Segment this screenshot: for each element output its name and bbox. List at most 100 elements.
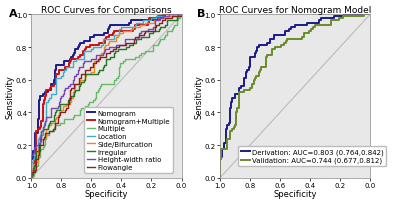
Irregular bbox=[108, 59, 112, 61]
Flowangle bbox=[104, 53, 109, 55]
Irregular bbox=[53, 112, 58, 114]
Irregular bbox=[89, 73, 94, 75]
Side/Bifurcation bbox=[89, 73, 94, 75]
Line: Height-width ratio: Height-width ratio bbox=[31, 15, 182, 178]
Y-axis label: Sensitivity: Sensitivity bbox=[6, 75, 14, 119]
Side/Bifurcation bbox=[29, 177, 34, 179]
Flowangle bbox=[179, 14, 184, 17]
Height-width ratio bbox=[145, 28, 150, 31]
Derivation: AUC=0.803 (0.764,0.842): (0.575, 0.875): AUC=0.803 (0.764,0.842): (0.575, 0.875) bbox=[281, 34, 286, 37]
Nomogram bbox=[93, 34, 98, 37]
Height-width ratio bbox=[89, 61, 94, 63]
Derivation: AUC=0.803 (0.764,0.842): (0.717, 0.812): AUC=0.803 (0.764,0.842): (0.717, 0.812) bbox=[260, 44, 265, 47]
Nomogram bbox=[140, 20, 145, 23]
Y-axis label: Sensitivity: Sensitivity bbox=[194, 75, 203, 119]
Validation: AUC=0.744 (0.677,0.812): (0.65, 0.787): AUC=0.744 (0.677,0.812): (0.65, 0.787) bbox=[270, 49, 275, 51]
Flowangle bbox=[175, 16, 180, 19]
Flowangle bbox=[146, 30, 151, 33]
Location bbox=[80, 59, 85, 61]
Derivation: AUC=0.803 (0.764,0.842): (0, 1): AUC=0.803 (0.764,0.842): (0, 1) bbox=[368, 14, 372, 17]
Flowangle bbox=[55, 116, 60, 118]
Validation: AUC=0.744 (0.677,0.812): (0.025, 1): AUC=0.744 (0.677,0.812): (0.025, 1) bbox=[364, 14, 369, 17]
Nomogram+Multiple bbox=[78, 55, 82, 57]
Line: Side/Bifurcation: Side/Bifurcation bbox=[31, 15, 182, 178]
Nomogram bbox=[29, 177, 34, 179]
Height-width ratio bbox=[82, 61, 86, 63]
Nomogram+Multiple bbox=[143, 24, 148, 27]
Location bbox=[140, 20, 145, 23]
Height-width ratio bbox=[167, 14, 172, 17]
Multiple bbox=[98, 87, 102, 90]
Validation: AUC=0.744 (0.677,0.812): (0.55, 0.838): AUC=0.744 (0.677,0.812): (0.55, 0.838) bbox=[285, 40, 290, 43]
Height-width ratio bbox=[175, 14, 180, 17]
Nomogram+Multiple bbox=[83, 51, 88, 53]
Nomogram bbox=[175, 14, 180, 17]
Validation: AUC=0.744 (0.677,0.812): (0.258, 0.963): AUC=0.744 (0.677,0.812): (0.258, 0.963) bbox=[329, 20, 334, 23]
Flowangle bbox=[29, 177, 34, 179]
Irregular bbox=[95, 71, 100, 73]
Height-width ratio bbox=[179, 14, 184, 17]
Nomogram+Multiple bbox=[175, 14, 180, 17]
Legend: Derivation: AUC=0.803 (0.764,0.842), Validation: AUC=0.744 (0.677,0.812): Derivation: AUC=0.803 (0.764,0.842), Val… bbox=[238, 146, 386, 166]
Line: Nomogram: Nomogram bbox=[31, 15, 182, 178]
Line: Flowangle: Flowangle bbox=[31, 15, 182, 178]
Side/Bifurcation bbox=[102, 49, 106, 51]
Multiple bbox=[29, 177, 34, 179]
Nomogram+Multiple bbox=[160, 14, 165, 17]
Title: ROC Curves for Comparisons: ROC Curves for Comparisons bbox=[41, 6, 172, 14]
Derivation: AUC=0.803 (0.764,0.842): (0.675, 0.825): AUC=0.803 (0.764,0.842): (0.675, 0.825) bbox=[266, 42, 271, 45]
Irregular bbox=[175, 14, 180, 17]
Validation: AUC=0.744 (0.677,0.812): (0, 1): AUC=0.744 (0.677,0.812): (0, 1) bbox=[368, 14, 372, 17]
Line: Location: Location bbox=[31, 15, 182, 178]
Validation: AUC=0.744 (0.677,0.812): (0.675, 0.75): AUC=0.744 (0.677,0.812): (0.675, 0.75) bbox=[266, 55, 271, 57]
Location bbox=[45, 100, 50, 102]
Validation: AUC=0.744 (0.677,0.812): (0.875, 0.45): AUC=0.744 (0.677,0.812): (0.875, 0.45) bbox=[236, 104, 241, 106]
X-axis label: Specificity: Specificity bbox=[85, 190, 128, 198]
Multiple bbox=[179, 14, 184, 17]
Flowangle bbox=[86, 69, 91, 71]
Location bbox=[170, 14, 175, 17]
Line: Irregular: Irregular bbox=[31, 15, 182, 178]
Multiple bbox=[59, 122, 64, 124]
Nomogram+Multiple bbox=[43, 95, 48, 98]
Side/Bifurcation bbox=[92, 65, 96, 67]
Line: Nomogram+Multiple: Nomogram+Multiple bbox=[31, 15, 182, 178]
Text: B: B bbox=[197, 9, 206, 19]
Title: ROC Curves for Nomogram Model: ROC Curves for Nomogram Model bbox=[219, 6, 371, 14]
Multiple bbox=[177, 18, 182, 21]
Multiple bbox=[116, 73, 121, 75]
Derivation: AUC=0.803 (0.764,0.842): (0.267, 0.975): AUC=0.803 (0.764,0.842): (0.267, 0.975) bbox=[328, 18, 332, 21]
Multiple bbox=[178, 14, 183, 17]
Derivation: AUC=0.803 (0.764,0.842): (0.9, 0.487): AUC=0.803 (0.764,0.842): (0.9, 0.487) bbox=[232, 98, 237, 100]
X-axis label: Specificity: Specificity bbox=[273, 190, 317, 198]
Validation: AUC=0.744 (0.677,0.812): (0.0417, 1): AUC=0.744 (0.677,0.812): (0.0417, 1) bbox=[362, 14, 366, 17]
Side/Bifurcation bbox=[175, 14, 180, 17]
Height-width ratio bbox=[50, 108, 55, 110]
Line: Validation: AUC=0.744 (0.677,0.812): Validation: AUC=0.744 (0.677,0.812) bbox=[220, 15, 370, 178]
Nomogram bbox=[74, 49, 79, 51]
Flowangle bbox=[179, 14, 184, 17]
Nomogram bbox=[163, 14, 168, 17]
Nomogram bbox=[179, 14, 184, 17]
Height-width ratio bbox=[29, 177, 34, 179]
Text: A: A bbox=[9, 9, 18, 19]
Nomogram+Multiple bbox=[29, 177, 34, 179]
Line: Multiple: Multiple bbox=[31, 15, 182, 178]
Location bbox=[99, 44, 104, 47]
Irregular bbox=[148, 32, 153, 35]
Side/Bifurcation bbox=[175, 16, 180, 19]
Side/Bifurcation bbox=[179, 14, 184, 17]
Nomogram+Multiple bbox=[98, 42, 102, 45]
Derivation: AUC=0.803 (0.764,0.842): (1, 0): AUC=0.803 (0.764,0.842): (1, 0) bbox=[218, 177, 222, 179]
Derivation: AUC=0.803 (0.764,0.842): (0.175, 1): AUC=0.803 (0.764,0.842): (0.175, 1) bbox=[341, 14, 346, 17]
Flowangle bbox=[90, 63, 95, 65]
Multiple bbox=[155, 44, 160, 47]
Derivation: AUC=0.803 (0.764,0.842): (0.025, 1): AUC=0.803 (0.764,0.842): (0.025, 1) bbox=[364, 14, 369, 17]
Nomogram+Multiple bbox=[179, 14, 184, 17]
Side/Bifurcation bbox=[55, 116, 60, 118]
Nomogram bbox=[42, 93, 46, 96]
Multiple bbox=[103, 83, 108, 86]
Location bbox=[83, 51, 88, 53]
Line: Derivation: AUC=0.803 (0.764,0.842): Derivation: AUC=0.803 (0.764,0.842) bbox=[220, 15, 370, 178]
Location bbox=[175, 14, 180, 17]
